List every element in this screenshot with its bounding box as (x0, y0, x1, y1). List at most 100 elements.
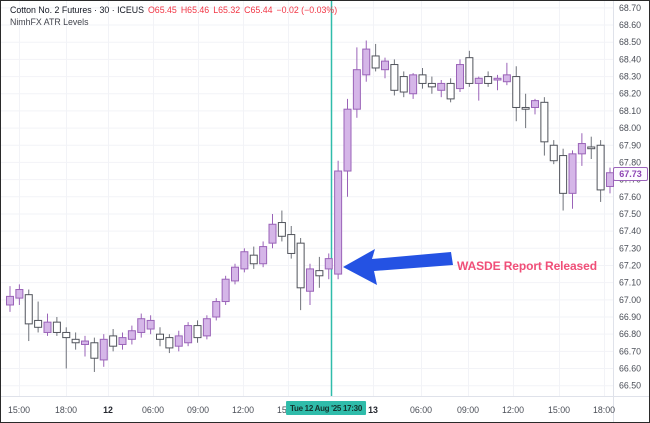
price-axis-label: 66.70 (619, 346, 641, 356)
annotation-text[interactable]: WASDE Report Released (457, 259, 597, 273)
candle[interactable] (502, 62, 511, 86)
price-axis-label: 68.30 (619, 72, 641, 82)
annotation-arrow[interactable] (343, 249, 453, 285)
candle[interactable] (493, 74, 502, 91)
candle[interactable] (6, 286, 14, 312)
price-axis-label: 66.60 (619, 364, 641, 374)
candle[interactable] (174, 330, 183, 352)
candle[interactable] (512, 66, 521, 122)
price-axis-label: 68.00 (619, 123, 641, 133)
time-axis-label: 18:00 (593, 405, 615, 415)
candle[interactable] (156, 327, 164, 347)
candle[interactable] (90, 337, 99, 372)
price-axis-label: 68.40 (619, 54, 641, 64)
candle[interactable] (371, 43, 380, 72)
candle[interactable] (306, 263, 314, 305)
price-axis-label: 68.70 (619, 3, 641, 13)
candle[interactable] (577, 133, 586, 166)
candle[interactable] (427, 76, 436, 94)
candle[interactable] (587, 136, 596, 159)
candle[interactable] (465, 50, 474, 87)
candle[interactable] (474, 76, 483, 101)
price-axis-label: 67.60 (619, 192, 641, 202)
candle[interactable] (568, 150, 577, 209)
current-price-label: 67.73 (613, 167, 648, 182)
candle[interactable] (456, 59, 464, 93)
candle[interactable] (184, 322, 193, 347)
candle[interactable] (399, 71, 408, 98)
candle[interactable] (259, 241, 268, 268)
candle[interactable] (521, 93, 530, 129)
price-axis-label: 67.10 (619, 278, 641, 288)
price-axis-label: 67.30 (619, 243, 641, 253)
candle[interactable] (409, 73, 418, 99)
candle[interactable] (118, 332, 127, 350)
candle[interactable] (43, 313, 52, 336)
candle[interactable] (212, 298, 221, 321)
candle[interactable] (81, 335, 89, 357)
candle[interactable] (352, 47, 361, 118)
time-axis-label: 06:00 (410, 405, 432, 415)
candle[interactable] (15, 284, 24, 305)
candle[interactable] (240, 248, 249, 273)
candle[interactable] (343, 98, 352, 197)
candle[interactable] (99, 334, 108, 367)
price-axis-label: 66.50 (619, 381, 641, 391)
candlestick-series[interactable] (6, 40, 614, 372)
candle[interactable] (287, 225, 296, 259)
price-axis-label: 68.20 (619, 89, 641, 99)
time-axis-label: 06:00 (142, 405, 164, 415)
grid-lines (1, 1, 613, 396)
candle[interactable] (596, 140, 605, 202)
candle[interactable] (109, 329, 118, 352)
price-axis-label: 66.80 (619, 329, 641, 339)
candle[interactable] (202, 315, 211, 340)
candle[interactable] (362, 40, 371, 82)
candle[interactable] (559, 148, 568, 211)
candle[interactable] (437, 80, 446, 98)
price-axis-label: 66.90 (619, 312, 641, 322)
time-axis-label: 18:00 (55, 405, 77, 415)
price-axis[interactable]: 68.70 68.60 68.50 68.40 68.30 68.20 68.10 68.00… (619, 3, 641, 391)
price-axis-label: 67.90 (619, 140, 641, 150)
candle[interactable] (446, 78, 455, 103)
candle[interactable] (221, 275, 230, 305)
time-axis-label: 12 (103, 405, 113, 415)
candle[interactable] (540, 97, 549, 156)
candle[interactable] (277, 210, 286, 242)
candle[interactable] (24, 289, 33, 342)
candle[interactable] (390, 59, 399, 96)
candle[interactable] (165, 334, 174, 354)
candle[interactable] (62, 327, 71, 369)
price-axis-label: 67.50 (619, 209, 641, 219)
price-axis-label: 68.10 (619, 106, 641, 116)
price-axis-label: 67.20 (619, 260, 641, 270)
candle[interactable] (334, 160, 343, 280)
candle[interactable] (231, 263, 239, 285)
candle[interactable] (34, 301, 43, 333)
candle[interactable] (531, 98, 539, 115)
candle[interactable] (193, 320, 202, 343)
candle[interactable] (146, 315, 155, 335)
time-axis-label: 12:00 (232, 405, 254, 415)
candle[interactable] (418, 67, 427, 89)
candle[interactable] (52, 317, 61, 336)
candle[interactable] (315, 256, 324, 288)
time-axis-label: 09:00 (457, 405, 479, 415)
candle[interactable] (381, 57, 389, 79)
candle[interactable] (71, 332, 80, 350)
event-time-label: Tue 12 Aug '25 17:30 (286, 401, 366, 415)
time-axis-label: 15:00 (548, 405, 570, 415)
candle[interactable] (484, 71, 493, 87)
candle[interactable] (137, 313, 146, 338)
candle[interactable] (268, 213, 277, 249)
candle[interactable] (549, 140, 558, 165)
candle[interactable] (127, 325, 136, 345)
candle[interactable] (296, 238, 305, 311)
candle[interactable] (324, 253, 333, 280)
candle[interactable] (249, 246, 258, 269)
price-axis-label: 67.80 (619, 157, 641, 167)
